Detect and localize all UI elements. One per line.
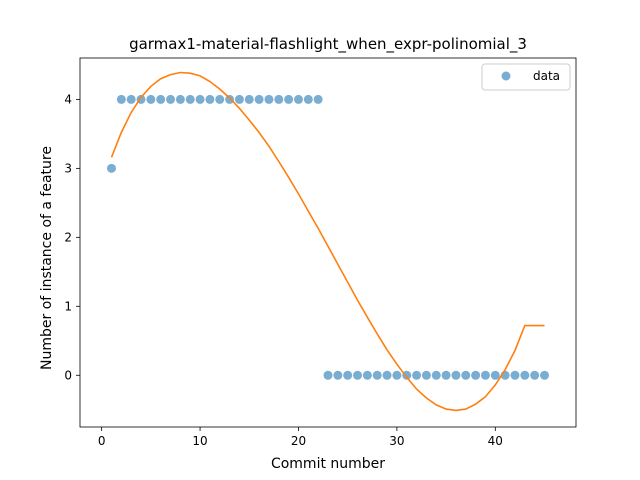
x-axis-label: Commit number xyxy=(271,456,385,472)
data-point xyxy=(264,94,274,104)
legend: data xyxy=(481,63,571,91)
data-point xyxy=(254,94,264,104)
data-point xyxy=(323,370,333,380)
plot-area: 0 10 20 30 40 0 1 2 3 4 xyxy=(64,57,577,448)
data-point xyxy=(382,370,392,380)
x-tick-label: 20 xyxy=(291,434,306,448)
data-point xyxy=(225,94,235,104)
data-point xyxy=(343,370,353,380)
data-point xyxy=(540,370,550,380)
data-point xyxy=(362,370,372,380)
chart-title: garmax1-material-flashlight_when_expr-po… xyxy=(129,35,527,54)
data-point xyxy=(451,370,461,380)
y-tick-label: 0 xyxy=(64,368,72,382)
data-point xyxy=(234,94,244,104)
data-point xyxy=(126,94,136,104)
legend-label-data: data xyxy=(533,69,560,83)
x-tick-label: 10 xyxy=(192,434,207,448)
x-tick-label: 40 xyxy=(488,434,503,448)
data-point xyxy=(490,370,500,380)
data-point xyxy=(185,94,195,104)
data-point xyxy=(274,94,284,104)
data-point xyxy=(244,94,254,104)
data-point xyxy=(195,94,205,104)
data-point xyxy=(441,370,451,380)
data-point xyxy=(520,370,530,380)
data-point xyxy=(412,370,422,380)
data-point xyxy=(146,94,156,104)
data-point xyxy=(293,94,303,104)
data-point xyxy=(530,370,540,380)
data-point xyxy=(431,370,441,380)
y-tick-label: 2 xyxy=(64,230,72,244)
data-point xyxy=(461,370,471,380)
data-point xyxy=(510,370,520,380)
data-point xyxy=(303,94,313,104)
y-tick-label: 3 xyxy=(64,161,72,175)
data-point xyxy=(372,370,382,380)
data-point xyxy=(106,163,116,173)
data-point xyxy=(175,94,185,104)
legend-marker-data xyxy=(501,71,511,81)
data-point xyxy=(166,94,176,104)
axes-frame xyxy=(79,57,577,428)
data-point xyxy=(215,94,225,104)
data-point xyxy=(333,370,343,380)
data-point xyxy=(313,94,323,104)
data-point xyxy=(156,94,166,104)
x-tick-label: 0 xyxy=(98,434,106,448)
y-axis-label: Number of instance of a feature xyxy=(39,146,55,370)
data-point xyxy=(480,370,490,380)
fit-line xyxy=(110,71,545,412)
y-tick-label: 4 xyxy=(64,92,72,106)
data-point xyxy=(392,370,402,380)
y-tick-label: 1 xyxy=(64,299,72,313)
data-point xyxy=(116,94,126,104)
data-point xyxy=(421,370,431,380)
data-point xyxy=(205,94,215,104)
data-point xyxy=(284,94,294,104)
data-point xyxy=(353,370,363,380)
data-point xyxy=(471,370,481,380)
legend-box xyxy=(481,63,571,91)
x-tick-label: 30 xyxy=(389,434,404,448)
